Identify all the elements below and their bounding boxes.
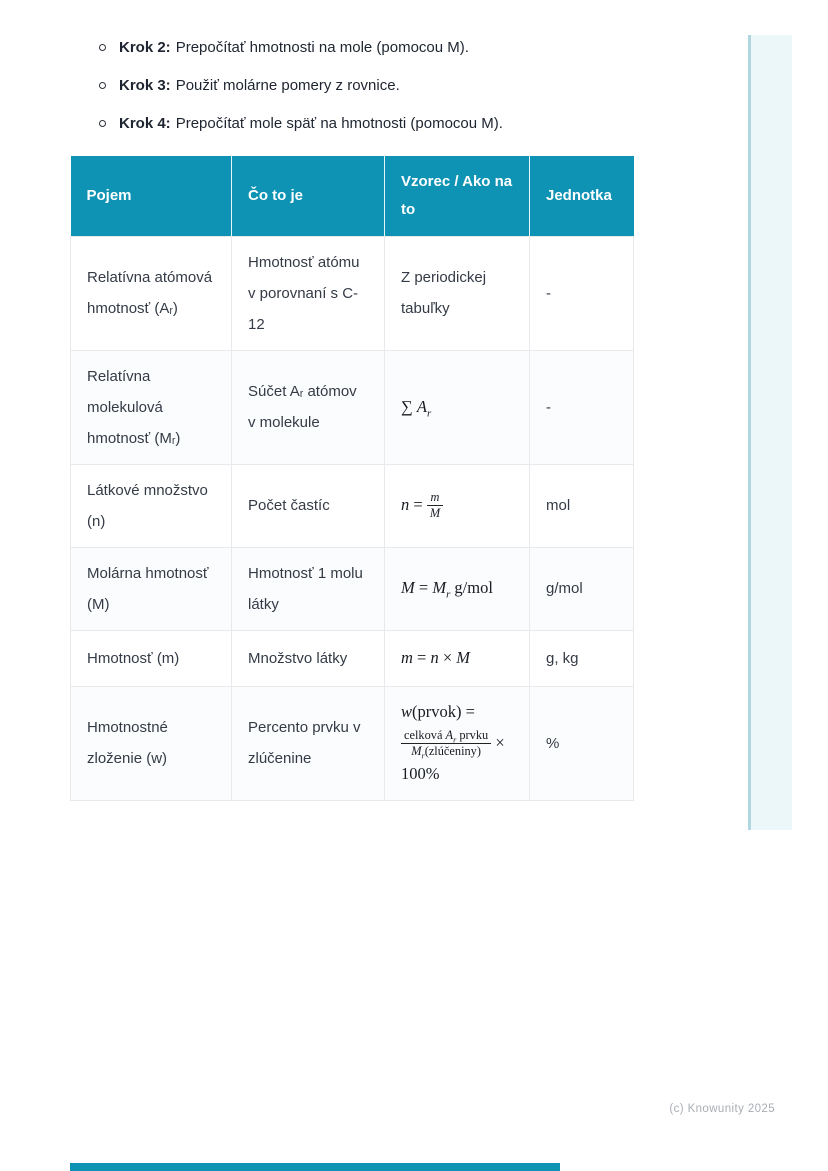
list-item: Krok 3: Použiť molárne pomery z rovnice. xyxy=(99,74,699,97)
cell-pojem: Relatívna molekulová hmotnosť (Mᵣ) xyxy=(70,349,232,465)
col-header-pojem: Pojem xyxy=(70,156,232,236)
cell-co-to-je: Súčet Aᵣ atómov v molekule xyxy=(231,349,385,465)
step-text: Krok 2: Prepočítať hmotnosti na mole (pom… xyxy=(119,36,469,59)
table-row: Hmotnosť (m) Množstvo látky m = n × M g,… xyxy=(70,629,634,687)
scrollbar-track[interactable] xyxy=(748,35,792,830)
formula-m-equals-n-times-M: m = n × M xyxy=(401,647,471,667)
cell-pojem: Látkové množstvo (n) xyxy=(70,463,232,548)
cell-vzorec: Z periodickej tabuľky xyxy=(384,235,530,351)
table-row: Hmotnostné zloženie (w) Percento prvku v… xyxy=(70,685,634,802)
cell-co-to-je: Množstvo látky xyxy=(231,629,385,687)
step-body: Prepočítať mole späť na hmotnosti (pomoc… xyxy=(175,115,503,132)
next-page-table-header-strip xyxy=(70,1163,560,1171)
circle-bullet-icon xyxy=(99,44,106,51)
step-label: Krok 3: xyxy=(119,77,171,94)
cell-pojem: Hmotnosť (m) xyxy=(70,629,232,687)
table-row: Relatívna molekulová hmotnosť (Mᵣ) Súčet… xyxy=(70,349,634,465)
cell-pojem: Relatívna atómová hmotnosť (Aᵣ) xyxy=(70,235,232,351)
step-body: Použiť molárne pomery z rovnice. xyxy=(175,77,400,94)
chemistry-terms-table: Pojem Čo to je Vzorec / Ako na to Jednot… xyxy=(70,156,634,802)
cell-jednotka: - xyxy=(529,349,634,465)
cell-jednotka: g, kg xyxy=(529,629,634,687)
cell-co-to-je: Hmotnosť atómu v porovnaní s C-12 xyxy=(231,235,385,351)
cell-vzorec: w(prvok) = celková Ar prvku Mr(zlúčeniny) … xyxy=(384,685,530,802)
step-text: Krok 4: Prepočítať mole späť na hmotnosti… xyxy=(119,112,503,135)
cell-jednotka: % xyxy=(529,685,634,802)
step-list: Krok 2: Prepočítať hmotnosti na mole (pom… xyxy=(99,36,699,150)
circle-bullet-icon xyxy=(99,120,106,127)
cell-jednotka: g/mol xyxy=(529,546,634,631)
cell-co-to-je: Hmotnosť 1 molu látky xyxy=(231,546,385,631)
cell-vzorec: m = n × M xyxy=(384,629,530,687)
formula-M-equals-Mr: M = Mr g/mol xyxy=(401,578,493,601)
step-label: Krok 4: xyxy=(119,115,171,132)
cell-vzorec: ∑ Ar xyxy=(384,349,530,465)
cell-jednotka: - xyxy=(529,235,634,351)
cell-pojem: Molárna hmotnosť (M) xyxy=(70,546,232,631)
formula-mass-percent: w(prvok) = celková Ar prvku Mr(zlúčeniny) … xyxy=(401,701,505,784)
step-label: Krok 2: xyxy=(119,39,171,56)
cell-pojem: Hmotnostné zloženie (w) xyxy=(70,685,232,802)
cell-jednotka: mol xyxy=(529,463,634,548)
col-header-jednotka: Jednotka xyxy=(529,156,634,236)
table-row: Molárna hmotnosť (M) Hmotnosť 1 molu lát… xyxy=(70,546,634,631)
copyright-text: (c) Knowunity 2025 xyxy=(669,1103,775,1115)
cell-vzorec: M = Mr g/mol xyxy=(384,546,530,631)
cell-co-to-je: Počet častíc xyxy=(231,463,385,548)
circle-bullet-icon xyxy=(99,82,106,89)
col-header-vzorec: Vzorec / Ako na to xyxy=(384,156,530,236)
table-header-row: Pojem Čo to je Vzorec / Ako na to Jednot… xyxy=(70,156,634,236)
step-body: Prepočítať hmotnosti na mole (pomocou M)… xyxy=(175,39,469,56)
col-header-co-to-je: Čo to je xyxy=(231,156,385,236)
cell-co-to-je: Percento prvku v zlúčenine xyxy=(231,685,385,802)
step-text: Krok 3: Použiť molárne pomery z rovnice. xyxy=(119,74,400,97)
list-item: Krok 2: Prepočítať hmotnosti na mole (pom… xyxy=(99,36,699,59)
table-row: Relatívna atómová hmotnosť (Aᵣ) Hmotnosť… xyxy=(70,235,634,351)
formula-sum-ar: ∑ Ar xyxy=(401,396,432,419)
list-item: Krok 4: Prepočítať mole späť na hmotnosti… xyxy=(99,112,699,135)
